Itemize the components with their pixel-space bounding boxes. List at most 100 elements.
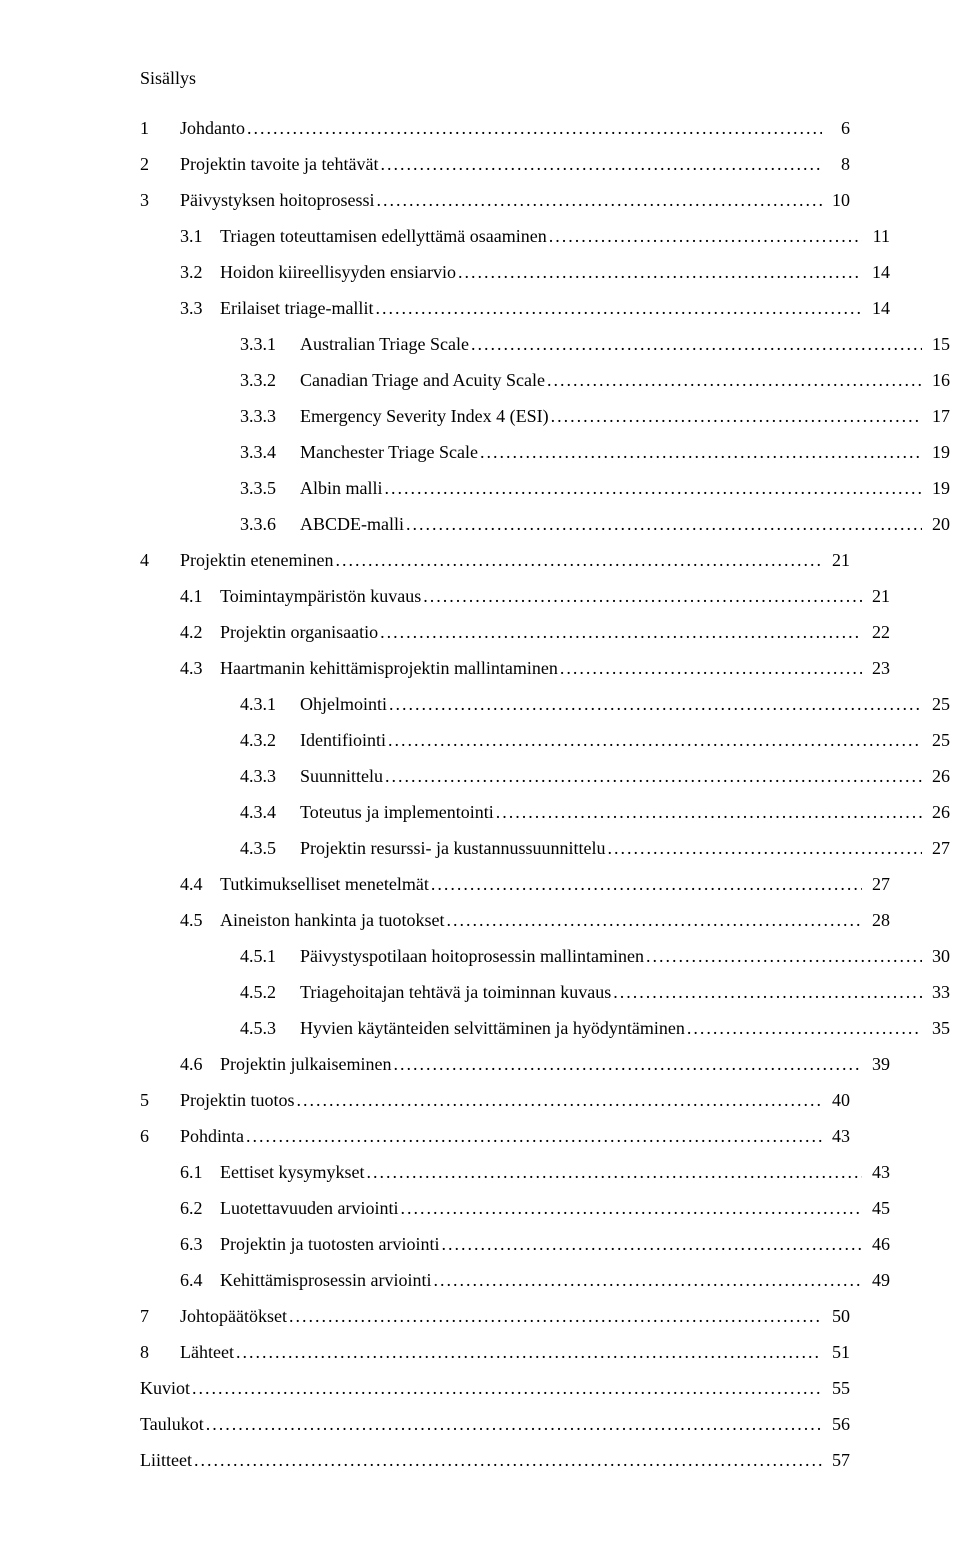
toc-entry-page: 49 xyxy=(864,1262,890,1298)
toc-entry-text: Canadian Triage and Acuity Scale xyxy=(300,362,545,398)
toc-leader-dots: ........................................… xyxy=(388,722,922,758)
toc-entry-page: 27 xyxy=(924,830,950,866)
toc-entry-page: 35 xyxy=(924,1010,950,1046)
toc-entry-text: Lähteet xyxy=(180,1334,234,1370)
toc-entry-page: 19 xyxy=(924,470,950,506)
toc-entry-number: 6 xyxy=(140,1118,180,1154)
toc-entry-number: 3 xyxy=(140,182,180,218)
toc-entry-page: 10 xyxy=(824,182,850,218)
toc-entry-page: 26 xyxy=(924,794,950,830)
toc-entry-number: 4.1 xyxy=(180,578,220,614)
toc-entry-page: 8 xyxy=(824,146,850,182)
toc-entry-text: Albin malli xyxy=(300,470,383,506)
toc-entry: 3.3.2Canadian Triage and Acuity Scale...… xyxy=(140,362,950,398)
toc-entry-number: 4.2 xyxy=(180,614,220,650)
toc-entry-page: 25 xyxy=(924,686,950,722)
toc-entry: 4.5.3Hyvien käytänteiden selvittäminen j… xyxy=(140,1010,950,1046)
toc-entry-number: 6.3 xyxy=(180,1226,220,1262)
toc-entry-text: Toimintaympäristön kuvaus xyxy=(220,578,421,614)
toc-entry-page: 57 xyxy=(824,1442,850,1478)
toc-entry-number: 2 xyxy=(140,146,180,182)
toc-entry-text: Johdanto xyxy=(180,110,245,146)
toc-entry: 6.4Kehittämisprosessin arviointi........… xyxy=(140,1262,890,1298)
toc-leader-dots: ........................................… xyxy=(246,1118,822,1154)
toc-entry-text: Kuviot xyxy=(140,1370,190,1406)
toc-leader-dots: ........................................… xyxy=(431,866,862,902)
toc-entry: 1Johdanto...............................… xyxy=(140,110,850,146)
toc-entry: 4.6Projektin julkaiseminen..............… xyxy=(140,1046,890,1082)
toc-entry-text: Aineiston hankinta ja tuotokset xyxy=(220,902,444,938)
toc-entry-page: 11 xyxy=(864,218,890,254)
toc-entry-page: 15 xyxy=(924,326,950,362)
toc-entry-text: Luotettavuuden arviointi xyxy=(220,1190,398,1226)
toc-leader-dots: ........................................… xyxy=(687,1010,922,1046)
toc-title: Sisällys xyxy=(140,60,850,96)
toc-entry-number: 3.1 xyxy=(180,218,220,254)
toc-entry-number: 4 xyxy=(140,542,180,578)
toc-entry-number: 3.3.4 xyxy=(240,434,300,470)
toc-entry-number: 3.3.2 xyxy=(240,362,300,398)
toc-leader-dots: ........................................… xyxy=(646,938,922,974)
toc-leader-dots: ........................................… xyxy=(496,794,922,830)
toc-entry-number: 4.3 xyxy=(180,650,220,686)
toc-leader-dots: ........................................… xyxy=(375,290,862,326)
toc-entry-page: 14 xyxy=(864,254,890,290)
toc-entry-text: Haartmanin kehittämisprojektin mallintam… xyxy=(220,650,558,686)
toc-entry-text: Hoidon kiireellisyyden ensiarvio xyxy=(220,254,456,290)
toc-leader-dots: ........................................… xyxy=(433,1262,862,1298)
toc-entry-number: 4.6 xyxy=(180,1046,220,1082)
toc-entry-number: 4.3.3 xyxy=(240,758,300,794)
toc-entry: 4.4Tutkimukselliset menetelmät..........… xyxy=(140,866,890,902)
toc-entry-text: Johtopäätökset xyxy=(180,1298,287,1334)
toc-entry: 3.3.1Australian Triage Scale............… xyxy=(140,326,950,362)
toc-leader-dots: ........................................… xyxy=(380,146,822,182)
toc-entry-text: Emergency Severity Index 4 (ESI) xyxy=(300,398,549,434)
toc-entry-number: 4.5.1 xyxy=(240,938,300,974)
toc-entry-page: 6 xyxy=(824,110,850,146)
toc-entry: 4.5.1Päivystyspotilaan hoitoprosessin ma… xyxy=(140,938,950,974)
toc-entry: 4.5.2Triagehoitajan tehtävä ja toiminnan… xyxy=(140,974,950,1010)
toc-leader-dots: ........................................… xyxy=(366,1154,862,1190)
toc-entry-number: 3.3.6 xyxy=(240,506,300,542)
toc-leader-dots: ........................................… xyxy=(194,1442,822,1478)
toc-entry-page: 30 xyxy=(924,938,950,974)
toc-entry-number: 1 xyxy=(140,110,180,146)
toc-entry: 4.1Toimintaympäristön kuvaus............… xyxy=(140,578,890,614)
toc-entry-text: Projektin organisaatio xyxy=(220,614,378,650)
toc-entry-text: Projektin julkaiseminen xyxy=(220,1046,391,1082)
toc-entry-number: 4.3.1 xyxy=(240,686,300,722)
toc-entry-page: 40 xyxy=(824,1082,850,1118)
toc-leader-dots: ........................................… xyxy=(560,650,862,686)
toc-entry-page: 26 xyxy=(924,758,950,794)
toc-entry-number: 3.3.3 xyxy=(240,398,300,434)
toc-entry-number: 3.2 xyxy=(180,254,220,290)
toc-entry: 2Projektin tavoite ja tehtävät..........… xyxy=(140,146,850,182)
toc-entry-page: 14 xyxy=(864,290,890,326)
toc-entry-page: 56 xyxy=(824,1406,850,1442)
toc-leader-dots: ........................................… xyxy=(551,398,922,434)
toc-entry: 6.2Luotettavuuden arviointi.............… xyxy=(140,1190,890,1226)
toc-leader-dots: ........................................… xyxy=(380,614,862,650)
toc-leader-dots: ........................................… xyxy=(393,1046,862,1082)
toc-entry: 3Päivystyksen hoitoprosessi.............… xyxy=(140,182,850,218)
page: Sisällys 1Johdanto......................… xyxy=(0,0,960,1566)
toc-entry-text: Projektin tuotos xyxy=(180,1082,295,1118)
toc-entry-text: Triagen toteuttamisen edellyttämä osaami… xyxy=(220,218,547,254)
toc-leader-dots: ........................................… xyxy=(289,1298,822,1334)
toc-entry-page: 17 xyxy=(924,398,950,434)
toc-entry-number: 6.4 xyxy=(180,1262,220,1298)
toc-entry-page: 22 xyxy=(864,614,890,650)
toc-entry-page: 20 xyxy=(924,506,950,542)
toc-entry-number: 6.1 xyxy=(180,1154,220,1190)
toc-leader-dots: ........................................… xyxy=(297,1082,822,1118)
toc-entry-text: Identifiointi xyxy=(300,722,386,758)
toc-entry-page: 45 xyxy=(864,1190,890,1226)
toc-leader-dots: ........................................… xyxy=(423,578,862,614)
toc-entry-page: 43 xyxy=(864,1154,890,1190)
toc-entry-text: Projektin tavoite ja tehtävät xyxy=(180,146,378,182)
toc-entry: 4.3.3Suunnittelu........................… xyxy=(140,758,950,794)
toc-entry: 3.3.3Emergency Severity Index 4 (ESI)...… xyxy=(140,398,950,434)
toc-entry: 4.2Projektin organisaatio...............… xyxy=(140,614,890,650)
toc-entry-page: 27 xyxy=(864,866,890,902)
toc-entry-text: Päivystyspotilaan hoitoprosessin mallint… xyxy=(300,938,644,974)
